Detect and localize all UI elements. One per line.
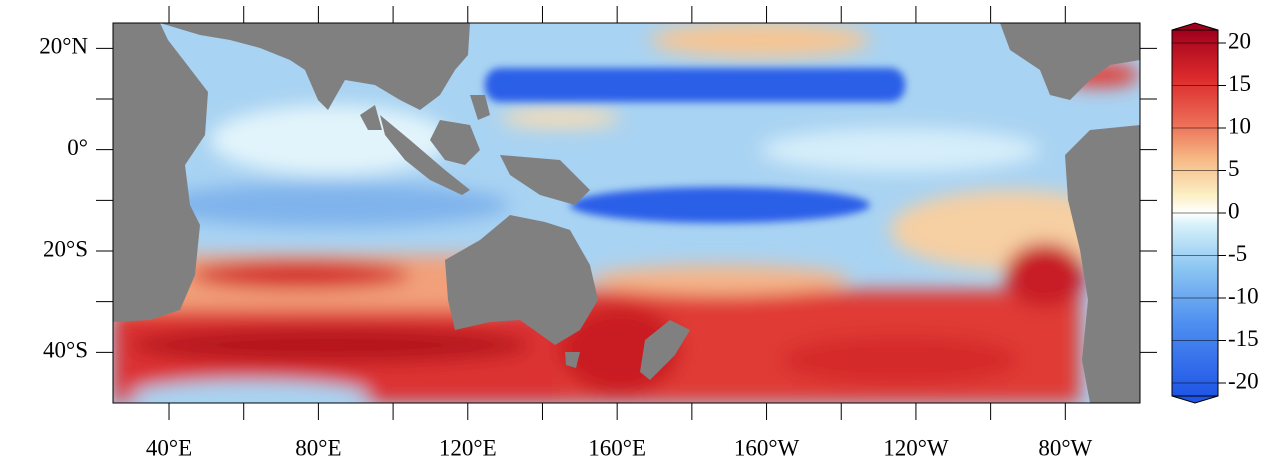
colorbar-tick-label: -15 <box>1228 326 1259 351</box>
colorbar-tick-label: -10 <box>1228 283 1259 308</box>
colorbar-tick-label: 20 <box>1228 28 1251 53</box>
colorbar-tick-label: 10 <box>1228 113 1251 138</box>
x-tick-label: 160°E <box>588 435 646 460</box>
plot-frame <box>112 22 1141 404</box>
x-tick-label: 120°E <box>439 435 497 460</box>
y-tick-label: 20°S <box>43 236 88 261</box>
y-tick-label: 0° <box>67 135 88 160</box>
y-tick-label: 20°N <box>39 34 88 59</box>
colorbar-tick-label: 5 <box>1228 156 1240 181</box>
colorbar-tick-label: -20 <box>1228 368 1259 393</box>
x-tick-label: 80°W <box>1038 435 1092 460</box>
colorbar-tick-label: -5 <box>1228 241 1247 266</box>
colorbar-tick-label: 15 <box>1228 71 1251 96</box>
x-tick-label: 40°E <box>146 435 192 460</box>
x-tick-label: 160°W <box>734 435 800 460</box>
land <box>113 23 1140 403</box>
colorbar-tick-label: 0 <box>1228 198 1240 223</box>
y-tick-label: 40°S <box>43 338 88 363</box>
sst-field <box>113 23 1140 403</box>
x-tick-label: 80°E <box>295 435 341 460</box>
x-tick-label: 120°W <box>883 435 949 460</box>
